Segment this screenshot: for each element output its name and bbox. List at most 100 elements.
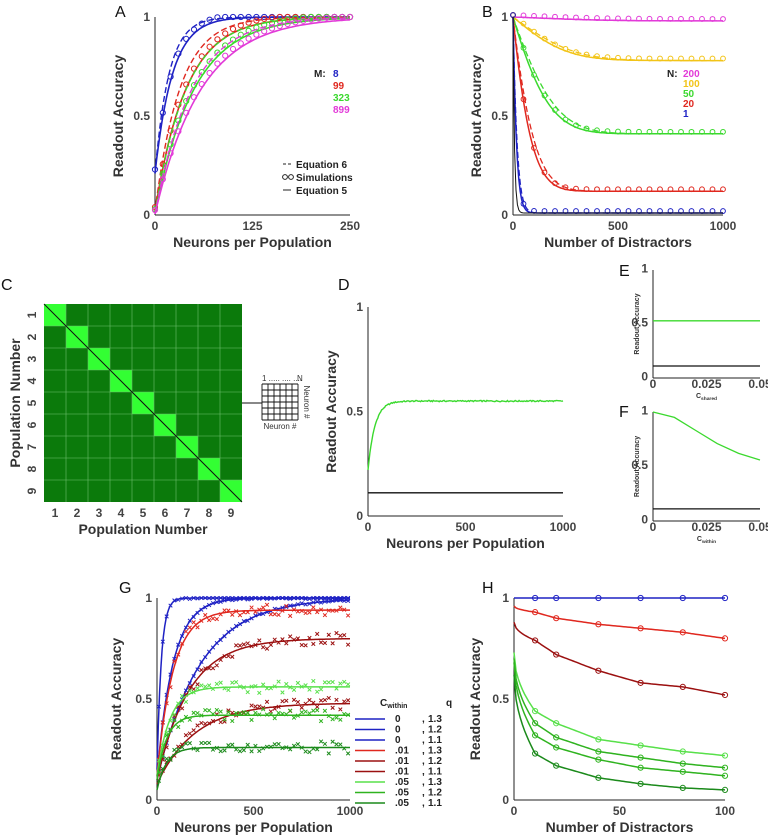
- simulation-point: [315, 708, 320, 713]
- simulation-point: [280, 608, 285, 613]
- simulation-point: [338, 681, 343, 686]
- simulation-point: [168, 603, 173, 608]
- simulation-point: [334, 608, 339, 613]
- panel-letter-f: F: [619, 404, 629, 421]
- x-tick-label: 1000: [337, 804, 364, 818]
- simulation-point: [249, 717, 254, 723]
- legend-simulations: Simulations: [296, 173, 353, 184]
- x-tick-label: 250: [340, 219, 360, 233]
- simulation-point: [172, 747, 177, 753]
- simulation-point: [229, 25, 237, 33]
- simulation-point: [636, 55, 642, 62]
- simulation-point: [167, 73, 174, 80]
- simulation-point: [637, 594, 644, 602]
- simulation-point: [307, 596, 312, 602]
- y-axis-title: Population Number: [7, 338, 23, 468]
- simulation-point: [625, 15, 632, 22]
- simulation-point: [295, 602, 301, 607]
- simulation-point: [299, 608, 304, 614]
- simulation-point: [315, 596, 320, 601]
- simulation-point: [233, 710, 239, 716]
- simulation-point: [241, 642, 247, 647]
- simulation-point: [176, 642, 181, 647]
- simulation-point: [257, 638, 262, 643]
- simulation-point: [280, 637, 285, 642]
- simulation-point: [199, 667, 204, 673]
- simulation-point: [276, 704, 281, 709]
- simulation-point: [229, 45, 237, 53]
- fit-line: [513, 652, 726, 757]
- simulation-point: [295, 699, 301, 705]
- simulation-point: [721, 691, 729, 699]
- simulation-point: [604, 186, 611, 193]
- y-tick-label: 1: [641, 261, 648, 275]
- simulation-point: [237, 749, 243, 754]
- simulation-point: [679, 760, 686, 767]
- simulation-point: [532, 637, 539, 644]
- simulation-point: [237, 40, 244, 47]
- x-tick-label: 6: [162, 506, 169, 520]
- simulation-point: [284, 745, 289, 750]
- simulation-point: [657, 128, 663, 135]
- simulation-point: [583, 51, 590, 58]
- simulation-point: [214, 599, 219, 605]
- simulation-point: [245, 618, 250, 623]
- x-tick-label: 0: [650, 520, 657, 534]
- simulation-point: [168, 727, 173, 732]
- simulation-point: [315, 15, 322, 22]
- simulation-point: [179, 706, 185, 711]
- simulation-point: [172, 713, 177, 719]
- simulation-point: [646, 128, 653, 135]
- simulation-point: [164, 733, 169, 738]
- simulation-point: [187, 596, 192, 602]
- series-100-equation6: [512, 16, 723, 62]
- simulation-point: [667, 55, 674, 62]
- simulation-point: [284, 595, 289, 601]
- simulation-point: [176, 652, 181, 657]
- simulation-point: [230, 597, 235, 603]
- simulation-point: [241, 685, 247, 690]
- simulation-point: [646, 186, 653, 193]
- simulation-point: [334, 686, 339, 691]
- simulation-point: [339, 13, 346, 21]
- simulation-point: [206, 602, 212, 608]
- simulation-point: [303, 701, 308, 706]
- simulation-point: [160, 766, 165, 771]
- simulation-point: [315, 689, 320, 694]
- simulation-point: [233, 609, 239, 614]
- simulation-point: [261, 28, 268, 35]
- simulation-point: [195, 747, 200, 753]
- simulation-point: [160, 639, 165, 644]
- simulation-point: [237, 621, 243, 627]
- simulation-point: [214, 36, 221, 43]
- x-tick-label: 500: [455, 520, 475, 534]
- simulation-point: [553, 651, 560, 658]
- simulation-point: [257, 712, 262, 717]
- simulation-point: [190, 82, 198, 89]
- x-axis-title: Neurons per Population: [173, 234, 332, 250]
- simulation-point: [291, 697, 297, 702]
- y-tick-label: 0.5: [492, 692, 509, 706]
- x-tick-label: 1: [52, 506, 59, 520]
- simulation-point: [222, 717, 227, 722]
- simulation-point: [264, 712, 270, 717]
- simulation-point: [245, 641, 250, 646]
- simulation-point: [156, 704, 162, 709]
- simulation-point: [322, 612, 328, 618]
- simulation-point: [291, 607, 297, 612]
- simulation-point: [264, 686, 270, 691]
- simulation-point: [532, 594, 539, 602]
- simulation-point: [284, 604, 289, 610]
- simulation-point: [699, 16, 705, 22]
- simulation-point: [345, 598, 351, 603]
- simulation-point: [272, 706, 277, 711]
- series-200-equation6: [513, 16, 723, 22]
- simulation-point: [326, 608, 331, 613]
- legend-c-value: 0: [395, 735, 401, 746]
- legend-separator: ,: [422, 788, 425, 799]
- legend-q-value: 1.2: [428, 725, 442, 736]
- simulation-point: [295, 713, 301, 718]
- simulation-point: [210, 718, 216, 724]
- simulation-point: [187, 684, 192, 690]
- simulation-point: [679, 683, 686, 690]
